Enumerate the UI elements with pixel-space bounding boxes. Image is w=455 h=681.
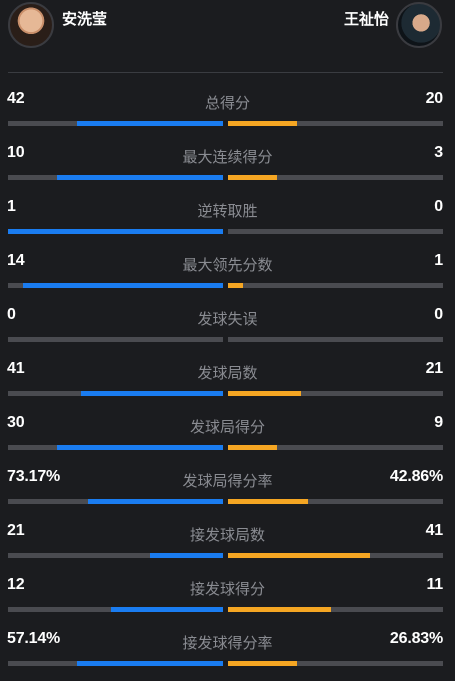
stat-row-service-errors: 0 发球失误 0 <box>0 300 455 354</box>
stat-right-track <box>228 445 443 450</box>
stat-row-service-points: 30 发球局得分 9 <box>0 408 455 462</box>
stat-right-value: 11 <box>426 576 443 593</box>
stat-left-bar <box>57 445 223 450</box>
stat-left-bar <box>111 607 223 612</box>
stat-left-value: 21 <box>7 522 25 539</box>
stat-right-value: 0 <box>434 306 443 323</box>
stat-left-value: 41 <box>7 360 25 377</box>
stat-label: 最大领先分数 <box>182 256 273 274</box>
stat-row-max-streak: 10 最大连续得分 3 <box>0 138 455 192</box>
stat-right-value: 3 <box>434 144 443 161</box>
stat-right-track <box>228 661 443 666</box>
stat-right-bar <box>228 553 370 558</box>
stat-left-bar <box>149 553 223 558</box>
stat-label: 逆转取胜 <box>197 202 258 220</box>
stat-right-bar <box>228 283 244 288</box>
players-header: 安洗莹 王祉怡 <box>0 0 455 60</box>
stat-left-value: 14 <box>7 252 25 269</box>
stat-row-service-win-rate: 73.17% 发球局得分率 42.86% <box>0 462 455 516</box>
stat-right-bar <box>228 661 297 666</box>
stat-left-track <box>8 553 223 558</box>
stat-right-track <box>228 337 443 342</box>
stat-left-track <box>8 445 223 450</box>
stat-right-bar <box>228 499 308 504</box>
stat-right-value: 20 <box>425 90 444 107</box>
stat-right-track <box>228 229 443 234</box>
stat-left-bar <box>81 391 223 396</box>
stat-label: 最大连续得分 <box>182 148 273 166</box>
stat-label: 接发球得分 <box>189 580 265 598</box>
stat-row-total-points: 42 总得分 20 <box>0 84 455 138</box>
stat-left-track <box>8 175 223 180</box>
stat-right-bar <box>228 175 278 180</box>
stat-left-bar <box>8 229 223 234</box>
stat-left-track <box>8 499 223 504</box>
stat-left-track <box>8 283 223 288</box>
stat-left-bar <box>76 121 223 126</box>
stat-right-value: 41 <box>425 522 444 539</box>
stat-left-track <box>8 391 223 396</box>
stat-label: 总得分 <box>204 94 250 112</box>
stat-row-receive-points: 12 接发球得分 11 <box>0 570 455 624</box>
stat-label: 接发球局数 <box>189 526 265 544</box>
stat-right-value: 0 <box>434 198 443 215</box>
stat-left-track <box>8 661 223 666</box>
stat-left-bar <box>57 175 223 180</box>
stat-right-track <box>228 283 443 288</box>
stat-right-track <box>228 175 443 180</box>
stat-label: 发球失误 <box>197 310 258 328</box>
stat-right-value: 1 <box>434 252 443 269</box>
stat-left-value: 30 <box>7 414 25 431</box>
stat-left-value: 12 <box>7 576 25 593</box>
stat-right-bar <box>228 121 297 126</box>
stat-right-track <box>228 499 443 504</box>
stat-right-track <box>228 121 443 126</box>
player-right-avatar[interactable] <box>396 2 442 48</box>
stat-label: 接发球得分率 <box>182 634 273 652</box>
stat-left-track <box>8 337 223 342</box>
stat-row-comeback-wins: 1 逆转取胜 0 <box>0 192 455 246</box>
stat-label: 发球局数 <box>197 364 258 382</box>
stat-left-value: 0 <box>7 306 16 323</box>
stat-left-track <box>8 121 223 126</box>
stat-right-value: 9 <box>434 414 443 431</box>
stat-left-bar <box>23 283 223 288</box>
stat-row-max-lead: 14 最大领先分数 1 <box>0 246 455 300</box>
stat-label: 发球局得分 <box>189 418 265 436</box>
stat-right-track <box>228 607 443 612</box>
stat-row-receive-rallies: 21 接发球局数 41 <box>0 516 455 570</box>
stat-row-receive-win-rate: 57.14% 接发球得分率 26.83% <box>0 624 455 678</box>
stat-left-bar <box>76 661 223 666</box>
header-divider <box>8 72 443 73</box>
stat-right-value: 26.83% <box>389 630 443 647</box>
stat-left-bar <box>87 499 223 504</box>
stat-right-value: 21 <box>425 360 444 377</box>
stat-right-track <box>228 391 443 396</box>
stat-left-value: 73.17% <box>7 468 61 485</box>
stat-left-value: 10 <box>7 144 25 161</box>
stat-label: 发球局得分率 <box>182 472 273 490</box>
stat-left-track <box>8 229 223 234</box>
stat-right-bar <box>228 445 278 450</box>
stat-right-value: 42.86% <box>389 468 443 485</box>
player-left-name[interactable]: 安洗莹 <box>62 10 108 28</box>
stat-row-service-rallies: 41 发球局数 21 <box>0 354 455 408</box>
player-left-avatar[interactable] <box>8 2 54 48</box>
stat-left-value: 1 <box>7 198 16 215</box>
player-right-name[interactable]: 王祉怡 <box>343 10 389 28</box>
stat-left-track <box>8 607 223 612</box>
stat-left-value: 57.14% <box>7 630 61 647</box>
stats-list: 42 总得分 20 10 最大连续得分 3 1 逆转取胜 0 14 最大领先分数… <box>0 84 455 678</box>
stat-left-value: 42 <box>7 90 25 107</box>
stat-right-bar <box>228 391 302 396</box>
stat-right-bar <box>228 607 332 612</box>
stat-right-track <box>228 553 443 558</box>
